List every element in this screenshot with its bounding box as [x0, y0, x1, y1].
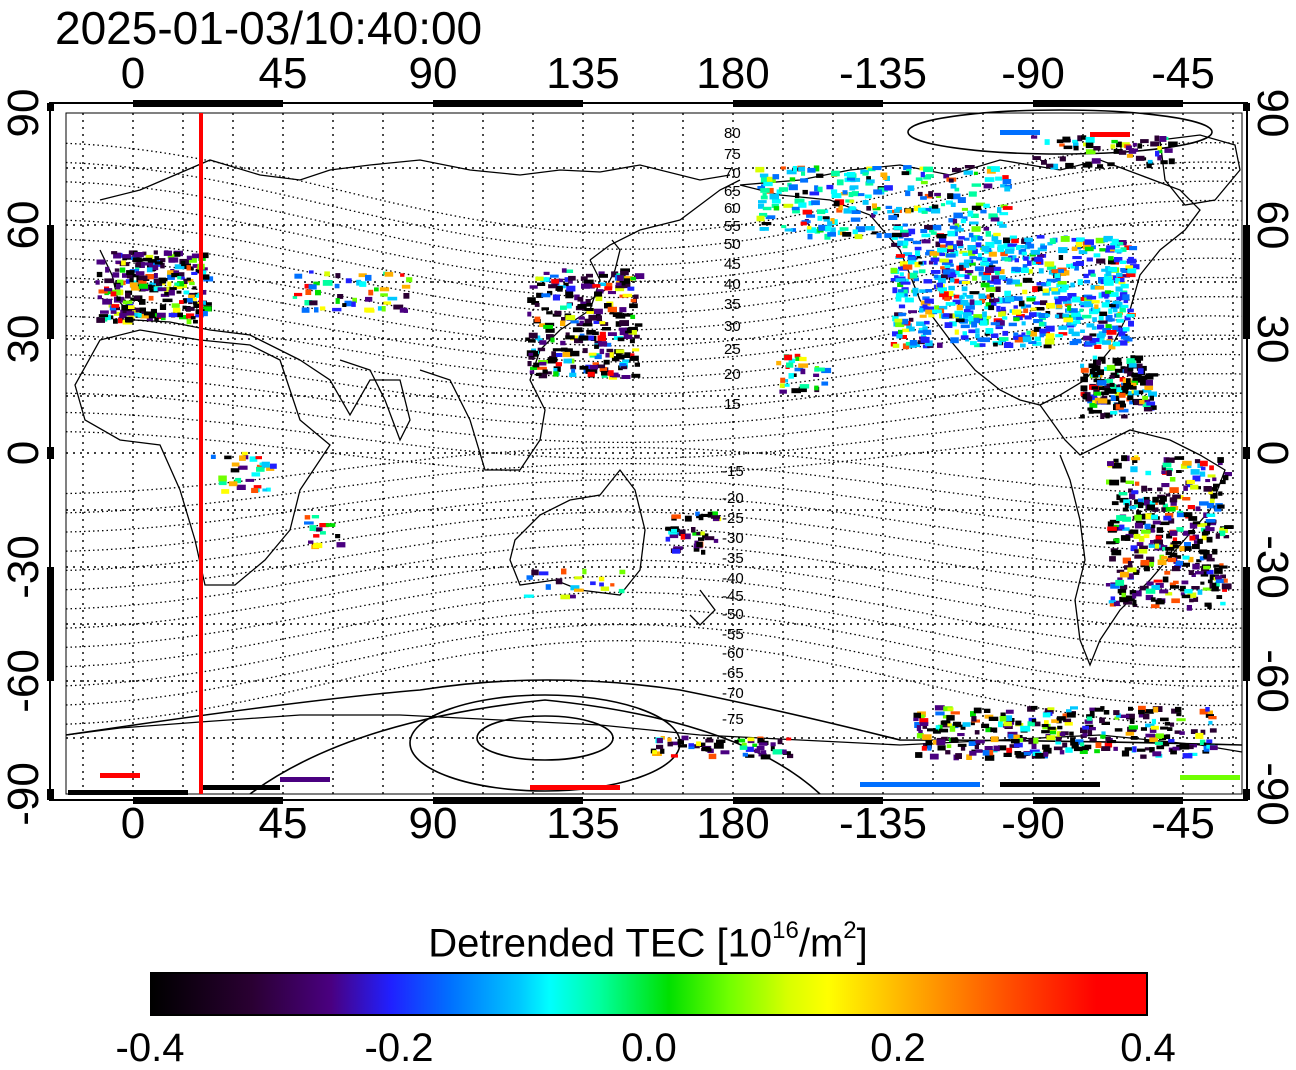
colorbar-tick-label: -0.2 [364, 1026, 434, 1070]
magnetic-latitude-contours [65, 109, 1243, 795]
longitude-tick-label: 135 [546, 49, 620, 98]
latitude-tick-label: 90 [1248, 88, 1296, 138]
latitude-tick-label: 30 [1248, 314, 1296, 364]
colorbar-tick-label: 0.2 [870, 1026, 926, 1070]
mag-lat-label: -45 [722, 588, 744, 605]
mag-lat-label: -20 [722, 490, 744, 507]
longitude-tick-label: -45 [1151, 49, 1215, 98]
latitude-tick-label: -30 [0, 535, 48, 599]
mag-lat-label: -60 [722, 645, 744, 662]
colorbar [150, 972, 1148, 1016]
colorbar-tick-label: 0.0 [621, 1026, 677, 1070]
mag-lat-label: -55 [722, 626, 744, 643]
frame-tick-bars [47, 100, 1250, 804]
longitude-tick-label: 0 [120, 799, 146, 848]
mag-lat-label: -50 [722, 606, 744, 623]
mag-lat-label: -35 [722, 550, 744, 567]
mag-lat-label: 65 [724, 183, 741, 200]
latitude-tick-label: 30 [0, 314, 48, 364]
mag-lat-label: 20 [724, 366, 741, 383]
mag-lat-label: 50 [724, 236, 741, 253]
mag-lat-label: 70 [724, 165, 741, 182]
latitude-tick-label: 90 [0, 88, 48, 138]
mag-lat-label: -25 [722, 510, 744, 527]
latitude-tick-label: -90 [0, 762, 48, 826]
map-frame [49, 102, 1248, 801]
longitude-tick-label: 135 [546, 799, 620, 848]
latitude-tick-label: -90 [1248, 762, 1296, 826]
mag-lat-label: 55 [724, 218, 741, 235]
mag-lat-label: -30 [722, 530, 744, 547]
longitude-tick-label: -90 [1001, 49, 1065, 98]
mag-lat-label: 45 [724, 256, 741, 273]
longitude-tick-label: 0 [120, 49, 146, 98]
timestamp-title: 2025-01-03/10:40:00 [55, 2, 483, 54]
longitude-tick-label: -45 [1151, 799, 1215, 848]
longitude-tick-label: -135 [838, 799, 928, 848]
latitude-tick-label: 60 [1248, 200, 1296, 250]
latitude-tick-label: -60 [1248, 649, 1296, 713]
mag-lat-label: -75 [722, 711, 744, 728]
longitude-tick-label: 90 [408, 49, 458, 98]
latitude-tick-label: 0 [1248, 440, 1296, 466]
mag-lat-label: 35 [724, 296, 741, 313]
longitude-tick-label: 90 [408, 799, 458, 848]
mag-lat-label: -15 [722, 463, 744, 480]
colorbar-title: Detrended TEC [1016/m2] [428, 917, 868, 966]
mag-lat-label: 40 [724, 276, 741, 293]
colorbar-tick-label: 0.4 [1120, 1026, 1176, 1070]
latitude-tick-label: 60 [0, 200, 48, 250]
longitude-tick-label: 180 [696, 799, 770, 848]
latitude-tick-label: -60 [0, 649, 48, 713]
longitude-tick-label: 45 [258, 799, 308, 848]
mag-lat-label: 15 [724, 396, 741, 413]
latitude-tick-label: 0 [0, 440, 48, 466]
latitude-tick-label: -30 [1248, 535, 1296, 599]
longitude-tick-label: 45 [258, 49, 308, 98]
mag-lat-label: 80 [724, 125, 741, 142]
longitude-tick-label: 180 [696, 49, 770, 98]
colorbar-tick-label: -0.4 [115, 1026, 185, 1070]
mag-lat-label: 60 [724, 200, 741, 217]
mag-lat-label: -40 [722, 570, 744, 587]
mag-lat-label: -70 [722, 685, 744, 702]
mag-lat-label: 30 [724, 318, 741, 335]
mag-lat-label: 25 [724, 341, 741, 358]
mag-lat-label: -65 [722, 665, 744, 682]
longitude-tick-label: -135 [838, 49, 928, 98]
mag-lat-label: 75 [724, 146, 741, 163]
longitude-tick-label: -90 [1001, 799, 1065, 848]
